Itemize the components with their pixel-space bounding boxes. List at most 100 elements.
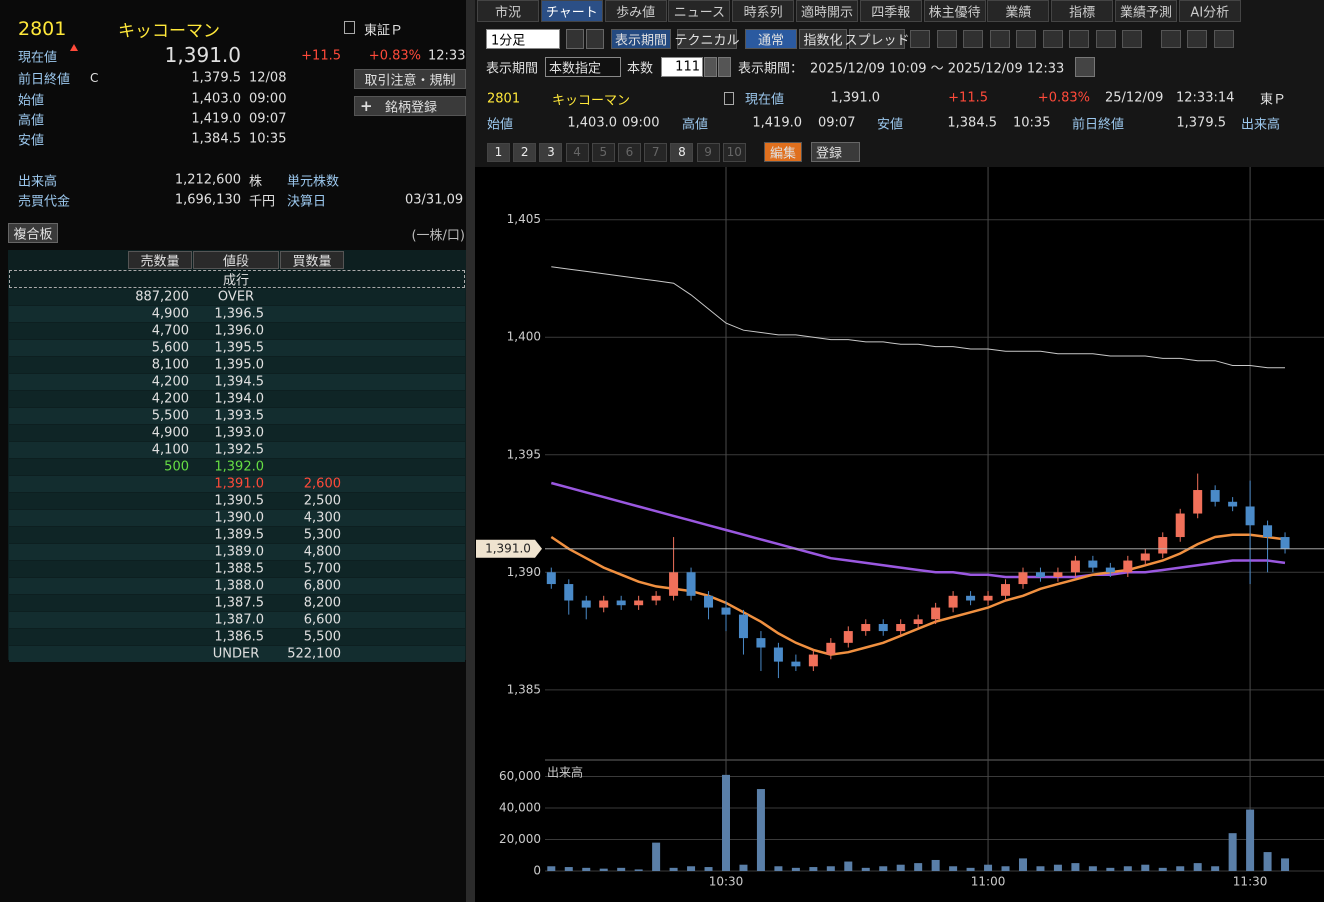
tab[interactable] xyxy=(1115,0,1177,22)
price: OVER xyxy=(217,289,255,305)
tab-label[interactable]: 時系列 xyxy=(743,5,783,21)
page-button[interactable] xyxy=(487,143,510,162)
tab[interactable] xyxy=(987,0,1050,22)
tool-icon[interactable] xyxy=(936,30,957,48)
dropdown-label[interactable]: 1分足 xyxy=(491,33,526,49)
tool-icon[interactable] xyxy=(1213,30,1234,48)
button-label[interactable]: 指数化 xyxy=(803,33,843,49)
column-header xyxy=(128,251,192,269)
tab-label[interactable]: 業績予測 xyxy=(1119,5,1173,21)
tab-label[interactable]: 歩み値 xyxy=(616,5,656,21)
dropdown[interactable] xyxy=(545,57,621,77)
candle-body xyxy=(966,595,976,601)
tab[interactable] xyxy=(540,0,603,22)
button-label[interactable]: 通常 xyxy=(757,33,785,49)
buy-qty: 5,700 xyxy=(303,561,341,577)
tab[interactable] xyxy=(668,0,731,22)
page-button[interactable] xyxy=(644,143,668,162)
spin[interactable] xyxy=(704,57,717,77)
button-label[interactable]: 複合板 xyxy=(13,227,53,243)
dropdown-label[interactable]: 本数指定 xyxy=(549,61,602,77)
tab-label[interactable]: 株主優待 xyxy=(928,5,981,21)
button[interactable] xyxy=(354,69,466,89)
button-label[interactable]: 編集 xyxy=(769,146,797,162)
page-button[interactable] xyxy=(618,143,641,162)
button[interactable] xyxy=(764,142,802,162)
tab-label[interactable]: 業績 xyxy=(1005,5,1032,21)
button[interactable] xyxy=(849,29,905,49)
dropdown[interactable] xyxy=(811,142,860,162)
tab-label[interactable]: AI分析 xyxy=(1190,5,1230,21)
page-label[interactable]: 3 xyxy=(547,145,555,159)
button[interactable] xyxy=(745,29,797,49)
page-label[interactable]: 2 xyxy=(520,145,529,159)
candle-body xyxy=(913,619,923,625)
input[interactable] xyxy=(661,57,703,77)
reset-icon[interactable] xyxy=(1075,57,1095,77)
page-button[interactable] xyxy=(696,143,720,162)
button-label[interactable]: スプレッド xyxy=(844,33,910,49)
label: 高値 xyxy=(18,113,45,129)
tab[interactable] xyxy=(1051,0,1114,22)
tab[interactable] xyxy=(732,0,795,22)
tab-label[interactable]: 市況 xyxy=(494,5,522,21)
tab[interactable] xyxy=(604,0,667,22)
tool-icon[interactable] xyxy=(963,30,983,48)
input-value[interactable]: 111 xyxy=(675,59,700,75)
tool-icon[interactable] xyxy=(1160,30,1181,48)
candle-body xyxy=(878,624,888,632)
button-label[interactable]: 取引注意・規制 xyxy=(364,73,456,89)
volume-bar xyxy=(652,842,661,871)
tool-icon[interactable] xyxy=(1042,30,1063,48)
tool-icon[interactable] xyxy=(1095,30,1116,48)
tool-icon[interactable] xyxy=(1069,30,1089,48)
button-label[interactable]: 表示期間 xyxy=(614,33,668,49)
tab-label[interactable]: 適時開示 xyxy=(800,5,854,21)
tab[interactable] xyxy=(923,0,986,22)
arrow-button[interactable] xyxy=(586,29,604,49)
page-label[interactable]: 1 xyxy=(494,145,503,159)
tab-label[interactable]: 四季報 xyxy=(871,5,911,21)
dropdown-label[interactable]: 登録 xyxy=(816,146,843,162)
button-label[interactable]: テクニカル xyxy=(674,33,740,49)
button[interactable] xyxy=(8,223,58,243)
button-label[interactable]: 銘柄登録 xyxy=(385,100,438,116)
page-label[interactable]: 9 xyxy=(704,145,712,159)
page-button[interactable] xyxy=(539,143,563,162)
candle-body xyxy=(546,572,556,585)
tab[interactable] xyxy=(477,0,539,22)
buy-qty: 4,300 xyxy=(303,510,341,526)
dropdown[interactable] xyxy=(486,29,560,49)
page-button[interactable] xyxy=(565,143,589,162)
page-button[interactable] xyxy=(722,143,746,162)
tab-label[interactable]: チャート xyxy=(545,5,598,21)
page-label[interactable]: 7 xyxy=(651,145,660,159)
page-label[interactable]: 5 xyxy=(599,145,608,159)
spin[interactable] xyxy=(718,57,731,77)
buy-qty: 5,500 xyxy=(303,629,341,645)
tab[interactable] xyxy=(796,0,858,22)
arrow-button[interactable] xyxy=(566,29,584,49)
page-label[interactable]: 10 xyxy=(726,145,742,159)
page-label[interactable]: 8 xyxy=(678,145,686,159)
page-label[interactable]: 4 xyxy=(573,145,581,159)
candle-body xyxy=(1263,525,1273,538)
tab-label[interactable]: 指標 xyxy=(1069,5,1096,21)
tab-label[interactable]: ニュース xyxy=(673,5,726,21)
tab[interactable] xyxy=(859,0,922,22)
button[interactable] xyxy=(677,29,737,49)
tool-icon[interactable] xyxy=(1122,30,1142,48)
page-button[interactable] xyxy=(591,143,615,162)
page-label[interactable]: 6 xyxy=(625,145,634,159)
tab[interactable] xyxy=(1178,0,1241,22)
page-button[interactable] xyxy=(513,143,537,162)
tool-icon[interactable] xyxy=(989,30,1010,48)
button[interactable] xyxy=(611,29,671,49)
tool-icon[interactable] xyxy=(910,30,930,48)
button[interactable] xyxy=(799,29,847,49)
tool-icon[interactable] xyxy=(1016,30,1036,48)
page-button[interactable] xyxy=(670,143,694,162)
label: 現在値 xyxy=(745,92,785,108)
button[interactable] xyxy=(354,96,466,116)
tool-icon[interactable] xyxy=(1187,30,1207,48)
